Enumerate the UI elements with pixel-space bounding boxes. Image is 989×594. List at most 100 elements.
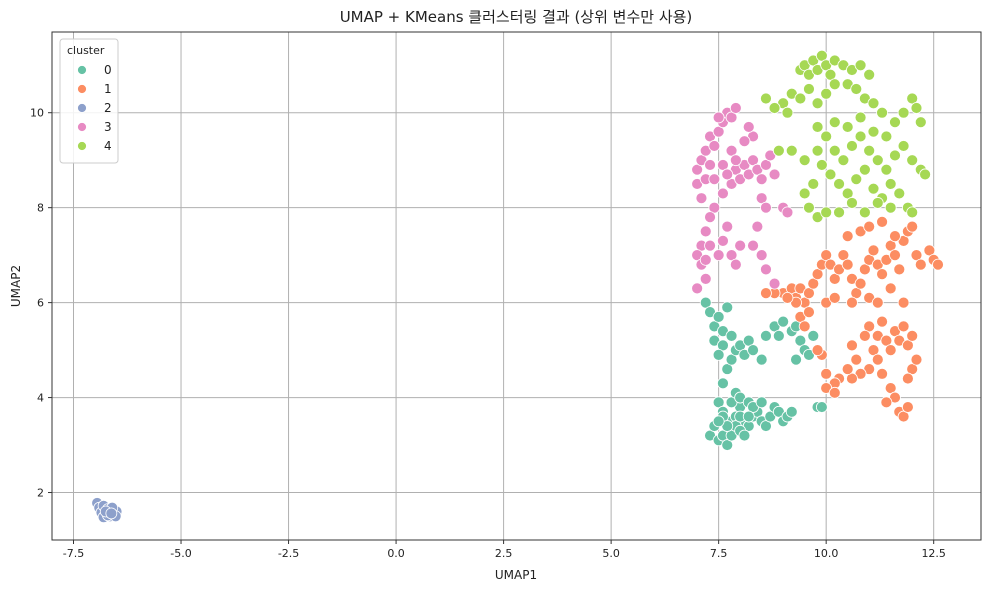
data-point [785, 405, 798, 418]
data-point [828, 116, 841, 129]
data-point [712, 415, 725, 428]
legend-label: 3 [104, 120, 112, 134]
data-point [729, 154, 742, 167]
x-tick-label: 0.0 [387, 547, 405, 560]
data-point [854, 277, 867, 290]
legend: cluster 0 1 2 3 4 [59, 38, 119, 164]
data-point [695, 192, 708, 205]
y-tick-label: 4 [37, 392, 44, 405]
legend-marker [77, 141, 87, 151]
x-tick-label: 10.0 [814, 547, 839, 560]
data-point [858, 206, 871, 219]
data-point [858, 163, 871, 176]
data-point [785, 144, 798, 157]
data-point [760, 287, 772, 300]
data-point [884, 178, 897, 190]
data-point [867, 182, 880, 195]
data-point [854, 130, 867, 143]
y-tick-label: 2 [37, 487, 44, 500]
data-point [742, 121, 755, 133]
data-point [704, 159, 716, 171]
data-point [846, 339, 858, 352]
data-point [906, 329, 919, 342]
data-point [768, 277, 781, 290]
data-point [893, 263, 906, 276]
x-axis-label: UMAP1 [495, 568, 537, 582]
data-point [871, 296, 884, 309]
data-point [906, 220, 919, 233]
data-point [820, 206, 833, 219]
data-point [897, 320, 910, 333]
data-point [811, 344, 824, 356]
data-point [854, 59, 867, 72]
data-point [807, 178, 820, 190]
data-point [897, 296, 910, 309]
data-point [807, 329, 820, 342]
legend-marker [77, 103, 87, 113]
data-point [738, 135, 751, 148]
data-point [837, 154, 850, 167]
data-point [772, 144, 785, 157]
x-axis-ticks: -7.5 -5.0 -2.5 0.0 2.5 5.0 7.5 10.0 12.5 [63, 540, 946, 560]
data-point [910, 102, 923, 114]
data-point [884, 344, 897, 356]
data-point [884, 201, 897, 214]
data-point [880, 130, 893, 143]
data-point [803, 83, 815, 95]
data-point [777, 315, 790, 328]
data-point [919, 168, 931, 181]
data-point [760, 201, 772, 214]
data-point [833, 178, 845, 190]
plot-border [51, 31, 982, 541]
data-point [897, 140, 910, 152]
data-point [725, 329, 738, 342]
data-point [841, 258, 854, 271]
series-cluster-4 [760, 49, 931, 224]
data-point [897, 106, 910, 119]
data-point [880, 163, 893, 176]
x-tick-label: 7.5 [710, 547, 728, 560]
data-point [691, 282, 704, 295]
data-point [742, 410, 755, 423]
data-point [708, 140, 721, 152]
data-point [871, 154, 884, 167]
data-point [876, 367, 888, 380]
series-cluster-3 [691, 102, 794, 295]
data-point [798, 320, 811, 333]
data-point [820, 367, 833, 380]
data-point [747, 239, 759, 252]
data-point [811, 97, 824, 110]
data-point [914, 258, 927, 271]
data-point [846, 296, 858, 309]
data-point [747, 344, 759, 356]
y-tick-label: 6 [37, 297, 44, 310]
legend-title: cluster [67, 44, 105, 57]
data-point [734, 239, 747, 252]
data-point [876, 268, 888, 281]
data-point [828, 78, 841, 91]
data-point [876, 216, 888, 228]
x-tick-label: 5.0 [602, 547, 620, 560]
data-point [833, 206, 845, 219]
data-point [699, 272, 712, 285]
plot-area [52, 32, 981, 540]
data-point [704, 211, 716, 224]
data-point [755, 396, 768, 409]
data-point [876, 106, 888, 119]
data-point [781, 106, 794, 119]
data-point [884, 282, 897, 295]
data-point [889, 149, 901, 162]
data-point [798, 187, 811, 200]
data-point [820, 130, 833, 143]
series-cluster-1 [760, 216, 944, 423]
data-point [841, 363, 854, 375]
data-point [906, 206, 919, 219]
grid [52, 32, 981, 540]
data-point [721, 168, 734, 181]
data-point [755, 173, 768, 186]
data-point [699, 225, 712, 238]
data-point [854, 111, 867, 124]
data-point [815, 159, 828, 171]
data-point [893, 187, 906, 200]
